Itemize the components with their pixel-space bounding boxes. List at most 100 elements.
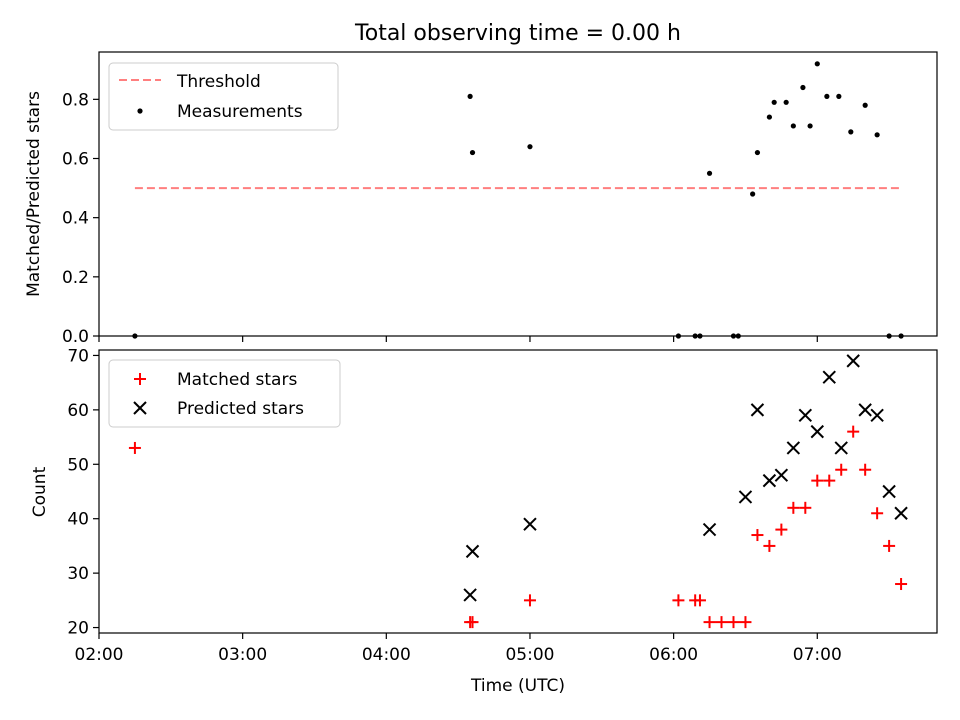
bottom-y-tick-label: 50 xyxy=(67,455,89,475)
legend-measurements-label: Measurements xyxy=(177,102,303,122)
bottom-y-tick-label: 20 xyxy=(67,619,89,639)
measurement-point xyxy=(836,93,842,99)
x-tick-label: 07:00 xyxy=(793,645,842,665)
matched-star-point xyxy=(799,501,812,514)
predicted-star-point xyxy=(774,468,789,482)
matched-star-point xyxy=(883,539,896,552)
matched-star-point xyxy=(703,616,716,629)
matched-star-point xyxy=(727,616,740,629)
top-legend-box xyxy=(108,62,339,131)
legend-predicted-swatch xyxy=(133,401,147,415)
bottom-y-tick-label: 70 xyxy=(67,346,89,366)
matched-star-point xyxy=(763,539,776,552)
legend-matched-swatch xyxy=(134,373,146,385)
x-tick-label: 02:00 xyxy=(75,645,124,665)
measurement-point xyxy=(766,114,773,120)
predicted-star-point xyxy=(870,408,884,423)
top-y-tick-label: 0.8 xyxy=(62,90,89,110)
matched-star-point xyxy=(847,425,860,438)
bottom-axes-frame xyxy=(98,349,938,634)
bottom-legend-box xyxy=(108,359,341,428)
measurement-point xyxy=(790,123,796,129)
top-y-tick-label: 0.2 xyxy=(62,268,89,288)
legend-predicted-label: Predicted stars xyxy=(177,399,304,419)
bottom-y-ticks: 20 30 40 50 60 70 xyxy=(67,346,99,639)
matched-star-point xyxy=(751,529,764,542)
bottom-legend: Matched stars Predicted stars xyxy=(108,359,341,428)
bottom-y-tick-label: 60 xyxy=(67,401,89,421)
top-y-axis-label: Matched/Predicted stars xyxy=(24,91,44,297)
measurement-point xyxy=(800,84,806,91)
measurement-point xyxy=(467,93,473,99)
predicted-star-point xyxy=(822,370,836,384)
legend-threshold-label: Threshold xyxy=(176,72,261,92)
measurement-point xyxy=(750,191,756,197)
matched-star-point xyxy=(523,594,536,607)
top-y-tick-label: 0.6 xyxy=(62,150,89,170)
top-axes-frame xyxy=(98,51,938,337)
measurement-point xyxy=(527,144,533,150)
matched-star-point xyxy=(895,578,908,591)
legend-matched-label: Matched stars xyxy=(177,370,297,390)
measurement-point xyxy=(469,149,476,156)
top-y-ticks: 0.0 0.2 0.4 0.6 0.8 xyxy=(62,90,99,347)
predicted-star-point xyxy=(523,517,537,531)
measurement-point xyxy=(814,61,820,67)
predicted-star-point xyxy=(750,403,765,417)
matched-star-point xyxy=(466,616,479,629)
matched-star-point xyxy=(693,594,706,607)
bottom-panel: 20 30 40 50 60 70 02:00 03:00 04:00 05:00 06:00 07… xyxy=(30,346,938,696)
bottom-y-axis-label: Count xyxy=(30,466,50,517)
top-y-tick-label: 0.0 xyxy=(62,327,89,347)
matched-star-point xyxy=(715,616,728,629)
matched-star-point xyxy=(823,474,836,487)
figure-title: Total observing time = 0.00 h xyxy=(354,21,681,46)
matched-star-point xyxy=(871,507,884,520)
matched-star-point xyxy=(811,474,824,487)
bottom-x-ticks: 02:00 03:00 04:00 05:00 06:00 07:00 xyxy=(75,633,842,665)
predicted-star-point xyxy=(702,522,717,537)
matched-star-point xyxy=(739,616,752,629)
bottom-marks xyxy=(128,354,908,629)
top-x-ticks xyxy=(98,336,818,342)
matched-star-point xyxy=(835,463,848,476)
bottom-y-tick-label: 40 xyxy=(67,510,89,530)
predicted-star-point xyxy=(798,408,813,423)
matched-star-point xyxy=(128,441,141,454)
measurement-point xyxy=(807,123,813,129)
bottom-y-tick-label: 30 xyxy=(67,564,89,584)
x-tick-label: 03:00 xyxy=(218,645,267,665)
x-axis-label: Time (UTC) xyxy=(470,676,565,696)
matched-star-point xyxy=(859,463,872,476)
predicted-star-point xyxy=(465,544,480,559)
predicted-star-point xyxy=(882,484,896,499)
predicted-star-point xyxy=(858,403,872,417)
matched-star-point xyxy=(787,501,800,514)
predicted-star-point xyxy=(463,588,477,602)
x-tick-label: 05:00 xyxy=(505,645,554,665)
predicted-star-point xyxy=(894,506,908,520)
measurement-point xyxy=(848,129,854,135)
predicted-star-point xyxy=(738,490,753,504)
x-tick-label: 04:00 xyxy=(362,645,411,665)
legend-measurements-swatch xyxy=(137,108,143,114)
top-panel: 0.00.20.40.60.8 Matched/Predicted stars … xyxy=(24,51,938,347)
predicted-star-point xyxy=(846,354,860,368)
predicted-star-point xyxy=(834,441,848,455)
top-legend: Threshold Measurements xyxy=(108,62,339,131)
measurement-point xyxy=(824,93,830,99)
measurement-point xyxy=(783,99,789,105)
measurement-point xyxy=(754,149,761,156)
x-tick-label: 06:00 xyxy=(649,645,698,665)
measurement-point xyxy=(874,132,880,138)
predicted-star-point xyxy=(762,473,777,488)
measurement-point xyxy=(862,102,868,108)
matched-star-point xyxy=(775,523,788,536)
matched-star-point xyxy=(672,594,685,607)
measurement-point xyxy=(771,99,777,105)
predicted-star-point xyxy=(786,441,801,455)
predicted-star-point xyxy=(810,424,824,439)
measurement-point xyxy=(706,170,713,176)
top-y-tick-label: 0.4 xyxy=(62,209,89,229)
